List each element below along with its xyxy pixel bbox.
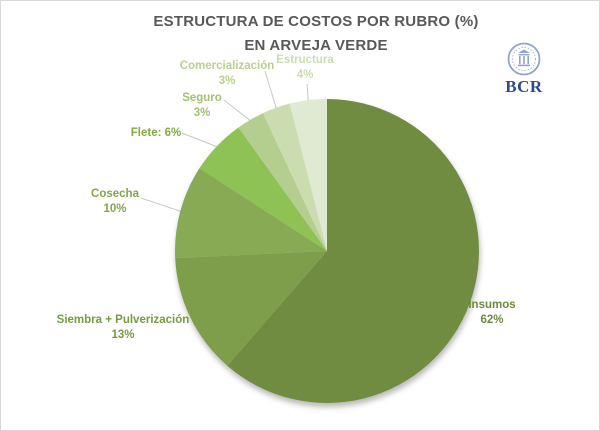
pie-label-siembra-pulverizacion: Siembra + Pulverización 13% <box>57 314 190 341</box>
pie-slice-cosecha <box>175 168 327 259</box>
leader-line-comercializacion <box>264 70 278 110</box>
pie-slice-insumos <box>227 99 480 403</box>
pie-leader-lines <box>140 70 309 213</box>
pie-label-seguro: Seguro 3% <box>182 92 222 119</box>
bcr-logo: BCR <box>497 42 551 97</box>
pie-label-comercializacion: Comercialización 3% <box>180 60 275 87</box>
bcr-logo-text: BCR <box>505 77 543 96</box>
pie-labels: Insumos 62% Siembra + Pulverización 13% Cose… <box>57 54 516 341</box>
pie-slice-flete <box>199 127 327 251</box>
pie-slices <box>175 99 480 403</box>
leader-line-cosecha <box>140 197 183 213</box>
chart-title-line2: EN ARVEJA VERDE <box>244 37 388 54</box>
leader-line-seguro <box>223 99 252 122</box>
pie-label-flete: Flete: 6% <box>131 127 182 139</box>
pie-label-insumos: Insumos 62% <box>468 299 515 326</box>
pie-slice-estructura <box>289 99 327 251</box>
pie-slice-seguro <box>238 113 327 251</box>
chart-title: ESTRUCTURA DE COSTOS POR RUBRO (%) EN AR… <box>33 10 599 58</box>
bcr-seal-icon <box>507 42 541 76</box>
pie-label-cosecha: Cosecha 10% <box>91 188 140 215</box>
chart-title-line1: ESTRUCTURA DE COSTOS POR RUBRO (%) <box>153 13 479 30</box>
pie-slice-comercializacion <box>262 103 327 252</box>
leader-line-flete <box>181 132 219 148</box>
pie-label-estructura: Estructura 4% <box>276 54 334 81</box>
leader-line-estructura <box>306 83 309 103</box>
pie-slice-siembra-pulverizacion <box>175 251 327 366</box>
